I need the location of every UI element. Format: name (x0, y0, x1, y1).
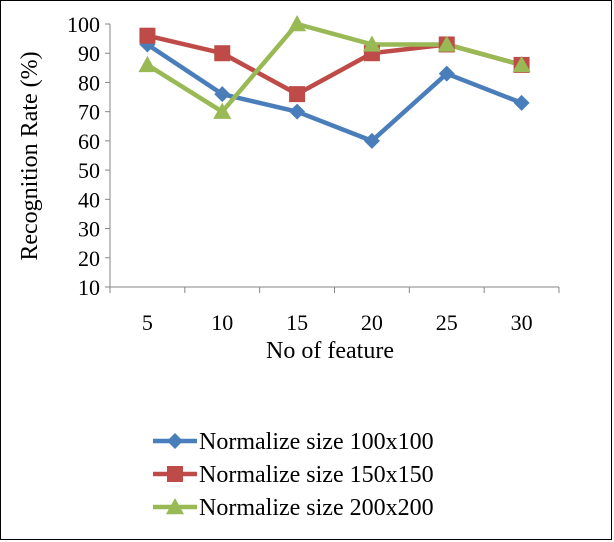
y-tick-label: 80 (78, 70, 100, 95)
x-tick-label: 15 (286, 310, 308, 335)
legend-label-3: Normalize size 200x200 (199, 495, 434, 521)
y-tick-labels: 10 20 30 40 50 60 70 80 90 100 (67, 12, 100, 300)
y-tick-label: 30 (78, 217, 100, 242)
y-tick-label: 90 (78, 41, 100, 66)
y-axis-label: Recognition Rate (%) (17, 51, 43, 260)
y-tick-label: 50 (78, 158, 100, 183)
series-lines (146, 21, 523, 144)
data-point-series-2 (139, 27, 156, 44)
x-tick-label: 5 (142, 310, 153, 335)
y-tick-label: 40 (78, 187, 100, 212)
data-point-series-2 (289, 86, 306, 103)
y-tick-label: 60 (78, 129, 100, 154)
y-tick-label: 70 (78, 100, 100, 125)
data-point-series-1 (513, 94, 530, 111)
y-tick-label: 20 (78, 246, 100, 271)
legend: Normalize size 100x100 Normalize size 150… (153, 429, 434, 521)
data-point-series-3 (288, 15, 307, 32)
legend-marker-3 (166, 498, 184, 515)
x-tick-label: 10 (211, 310, 233, 335)
axes (105, 23, 560, 293)
y-tick-label: 10 (78, 275, 100, 300)
x-tick-label: 20 (361, 310, 383, 335)
data-point-series-1 (363, 132, 380, 149)
data-point-series-3 (138, 55, 157, 73)
data-point-series-3 (512, 55, 531, 73)
x-tick-labels: 5 10 15 20 25 30 (142, 310, 533, 335)
data-point-series-2 (214, 45, 231, 62)
data-point-series-1 (438, 65, 455, 82)
x-axis-label: No of feature (266, 338, 394, 364)
data-point-series-1 (214, 86, 231, 103)
series-line-2 (146, 33, 523, 97)
legend-label-1: Normalize size 100x100 (199, 429, 434, 455)
series-line-3 (146, 21, 523, 114)
legend-marker-2 (167, 466, 183, 482)
series-markers (138, 15, 531, 149)
data-point-series-1 (289, 103, 306, 120)
legend-marker-1 (167, 433, 183, 449)
x-tick-label: 30 (511, 310, 533, 335)
data-point-series-3 (362, 35, 381, 52)
y-tick-label: 100 (67, 12, 100, 37)
legend-label-2: Normalize size 150x150 (199, 462, 434, 488)
data-point-series-3 (437, 35, 456, 52)
data-point-series-3 (213, 102, 232, 119)
series-line-1 (146, 42, 523, 144)
x-tick-label: 25 (436, 310, 458, 335)
